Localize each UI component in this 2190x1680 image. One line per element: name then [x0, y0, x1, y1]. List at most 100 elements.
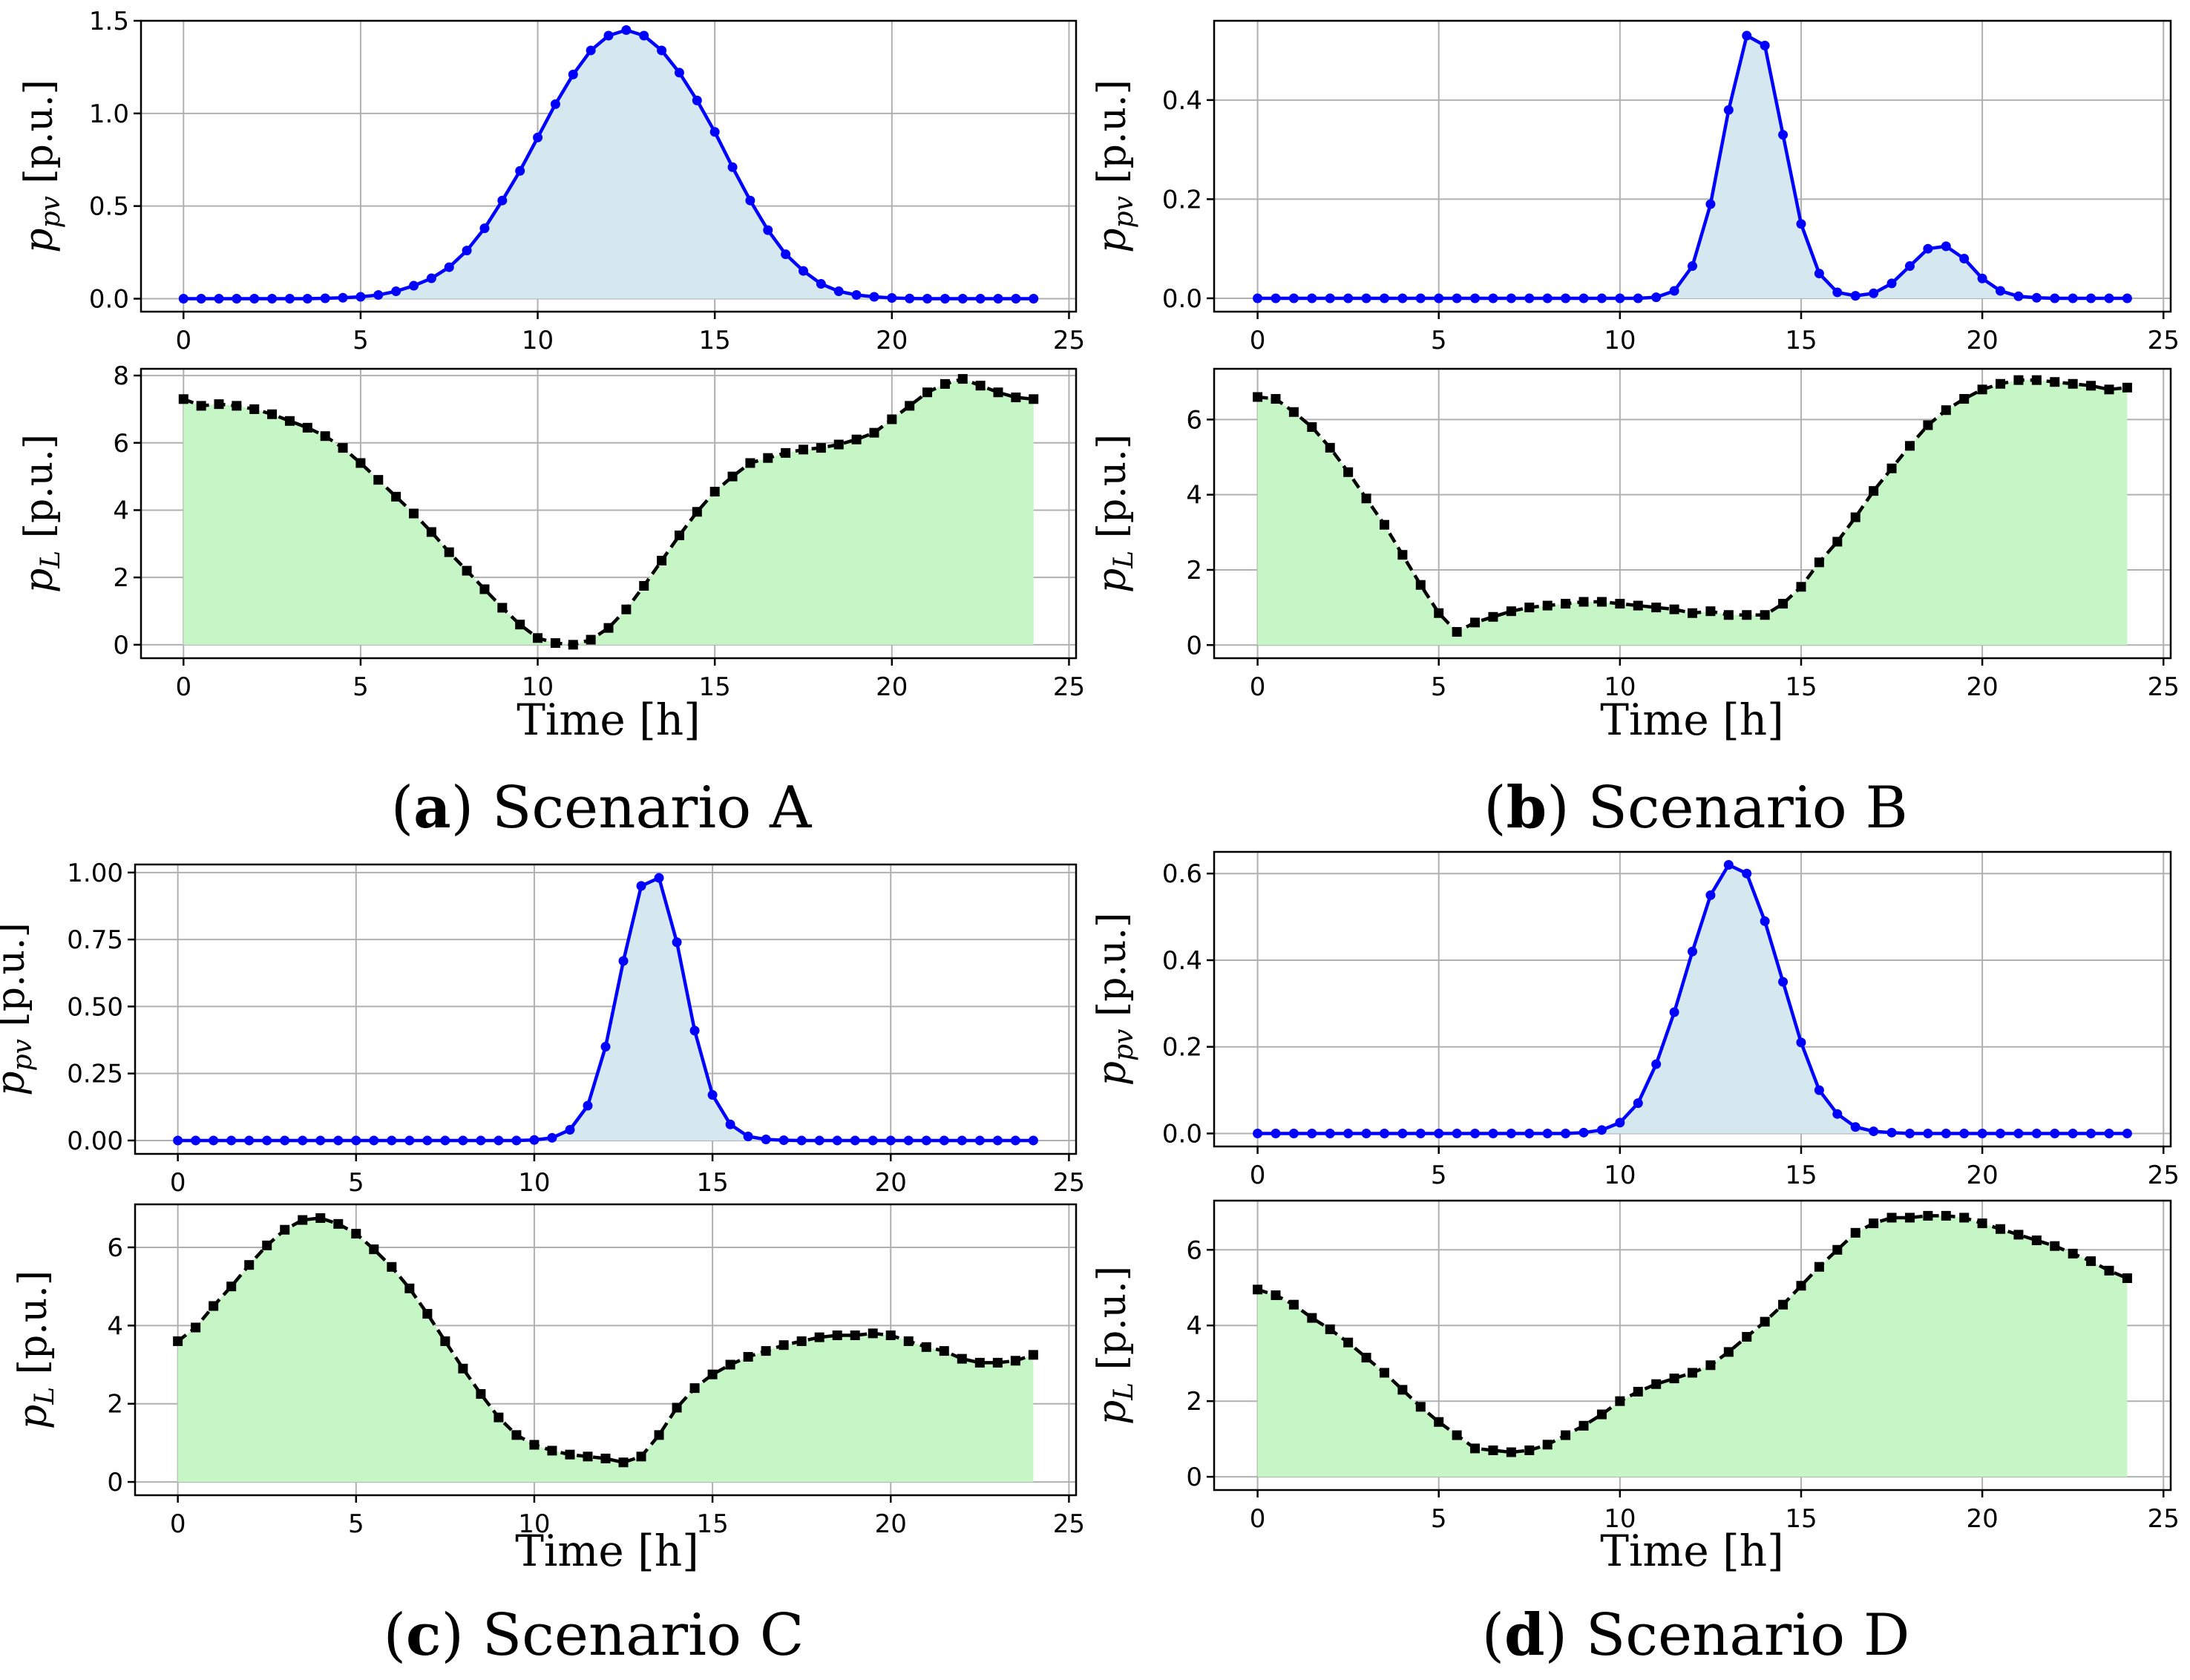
pv-data-point — [568, 69, 578, 79]
pv-data-point — [1814, 1085, 1824, 1095]
panel-a-load: 0 2 4 6 8 0 5 10 15 20 25 pL [p.u.] — [17, 361, 1085, 702]
caption-scenario-a: (a) Scenario A — [391, 774, 813, 841]
pv-data-point — [603, 30, 614, 41]
panel-d-pv: 0.0 0.2 0.4 0.6 0 5 10 15 20 25 ppv [p.u.] — [1090, 850, 2180, 1190]
x-tick-label: 10 — [1604, 672, 1636, 702]
pv-data-point — [868, 1135, 878, 1146]
load-data-point — [355, 458, 366, 468]
pv-data-point — [315, 1135, 326, 1146]
load-data-point — [515, 620, 525, 630]
pv-data-point — [674, 68, 684, 78]
pv-data-point — [355, 292, 366, 302]
pv-data-point — [244, 1135, 255, 1146]
load-data-point — [1343, 1337, 1354, 1348]
load-data-point — [338, 443, 348, 453]
pv-data-point — [2122, 293, 2132, 303]
pv-data-point — [618, 956, 629, 966]
caption-letter: b — [1507, 774, 1547, 841]
pv-data-point — [832, 1135, 842, 1146]
pv-data-point — [284, 294, 295, 304]
pv-data-point — [196, 294, 206, 304]
load-data-point — [568, 640, 578, 650]
ylabel-symbol: p — [1090, 1400, 1135, 1425]
load-y-axis-label: pL [p.u.] — [11, 1270, 60, 1429]
y-tick-label: 2 — [113, 563, 129, 593]
x-tick-label: 0 — [170, 1168, 186, 1198]
x-tick-label: 15 — [699, 672, 731, 702]
load-data-point — [2050, 1241, 2060, 1251]
caption-text: Scenario A — [492, 775, 813, 841]
load-data-point — [1325, 1324, 1335, 1334]
load-data-point — [1959, 394, 1970, 404]
load-data-point — [1886, 463, 1897, 473]
load-data-point — [1869, 1218, 1879, 1229]
load-data-point — [1814, 557, 1824, 568]
load-data-point — [1996, 378, 2006, 389]
load-data-point — [621, 604, 632, 614]
load-area — [183, 378, 1034, 645]
load-data-point — [1452, 1430, 1462, 1440]
pv-data-point — [940, 294, 950, 304]
x-tick-label: 25 — [1053, 672, 1085, 702]
x-tick-label: 20 — [875, 1509, 907, 1539]
load-data-point — [2068, 1248, 2078, 1259]
pv-data-point — [2031, 292, 2042, 303]
ylabel-symbol: p — [1090, 1061, 1135, 1086]
pv-data-point — [1723, 860, 1734, 870]
pv-data-point — [1796, 219, 1806, 229]
axes-frame — [140, 367, 1078, 660]
pv-data-point — [761, 1135, 771, 1144]
pv-data-point — [404, 1135, 415, 1146]
pv-data-point — [1343, 293, 1354, 303]
y-tick-label: 1.00 — [67, 859, 123, 888]
load-data-point — [1253, 1284, 1263, 1295]
x-tick-label: 10 — [522, 326, 554, 355]
pv-y-axis-label: ppv [p.u.] — [17, 79, 66, 253]
load-data-point — [2122, 1273, 2132, 1284]
y-tick-label: 0.0 — [1162, 1119, 1202, 1149]
load-data-point — [476, 1389, 486, 1400]
pv-data-point — [1705, 890, 1716, 900]
pv-data-point — [1651, 1059, 1662, 1069]
pv-data-point — [1253, 293, 1263, 303]
ylabel-symbol: p — [1090, 568, 1135, 593]
load-data-point — [743, 1351, 753, 1362]
pv-data-point — [1542, 293, 1553, 303]
pv-data-point — [320, 293, 330, 303]
load-data-point — [957, 374, 968, 384]
load-data-point — [1904, 1213, 1915, 1223]
pv-data-point — [2050, 293, 2060, 303]
load-data-point — [1452, 627, 1462, 637]
ylabel-subscript: pv — [36, 196, 66, 228]
ylabel-subscript: L — [36, 551, 66, 569]
pv-data-point — [1524, 293, 1535, 303]
pv-data-point — [903, 1135, 914, 1146]
load-data-point — [1723, 610, 1734, 620]
pv-data-point — [2104, 293, 2114, 303]
ylabel-subscript: L — [1109, 551, 1139, 569]
pv-data-point — [1615, 293, 1625, 303]
load-data-point — [1688, 608, 1697, 618]
caption-paren-close: ) — [1547, 775, 1587, 841]
pv-data-point — [657, 45, 667, 56]
ylabel-symbol: p — [17, 568, 62, 593]
load-data-point — [1524, 1445, 1535, 1455]
pv-data-point — [887, 293, 897, 303]
pv-data-point — [333, 1135, 344, 1146]
load-data-point — [850, 1330, 860, 1341]
pv-data-point — [338, 292, 348, 303]
pv-data-point — [654, 873, 664, 883]
pv-data-point — [1796, 1037, 1806, 1048]
x-tick-label: 15 — [696, 1509, 728, 1539]
load-data-point — [267, 409, 278, 419]
load-data-point — [727, 471, 738, 482]
pv-data-point — [191, 1135, 201, 1146]
y-tick-label: 2 — [1186, 556, 1202, 585]
load-data-point — [1470, 617, 1481, 628]
load-data-point — [1941, 405, 1951, 416]
load-data-point — [1796, 582, 1806, 592]
pv-data-point — [1688, 946, 1697, 957]
x-tick-label: 5 — [1431, 326, 1447, 355]
load-data-point — [1850, 1227, 1860, 1238]
load-data-point — [814, 1332, 824, 1342]
